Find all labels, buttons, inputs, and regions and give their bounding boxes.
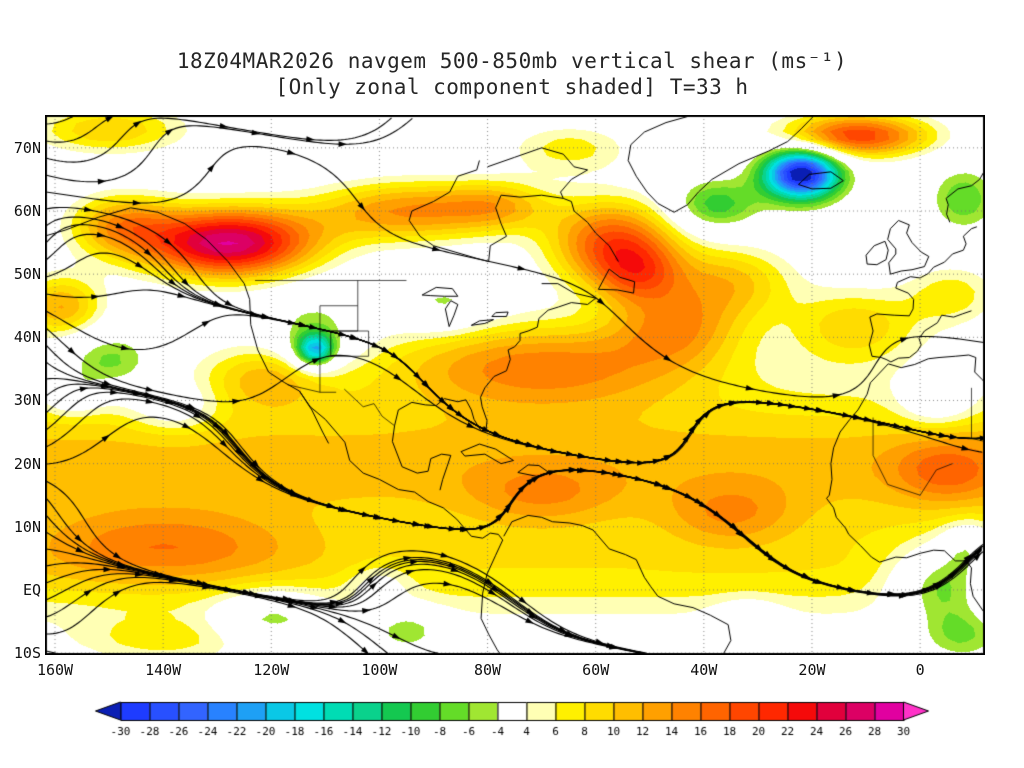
chart-title: 18Z04MAR2026 navgem 500-850mb vertical s… (176, 49, 848, 73)
lon-tick-label: 60W (582, 661, 610, 679)
lon-tick-label: 140W (145, 661, 182, 679)
lon-tick-label: 40W (690, 661, 718, 679)
lon-tick-label: 20W (798, 661, 826, 679)
lat-tick-label: 50N (13, 265, 41, 284)
lat-tick-label: 70N (13, 138, 41, 157)
lon-tick-label: 0 (915, 661, 925, 679)
title-block: 18Z04MAR2026 navgem 500-850mb vertical s… (0, 48, 1024, 100)
lon-tick-label: 120W (253, 661, 290, 679)
lon-tick-label: 100W (361, 661, 398, 679)
lat-tick-label: 30N (13, 391, 41, 410)
lat-tick-label: 60N (13, 202, 41, 220)
lat-tick-label: EQ (22, 580, 41, 599)
map-canvas (45, 115, 985, 655)
lon-tick-label: 80W (474, 661, 502, 679)
lon-tick-label: 160W (36, 661, 74, 679)
map-plot-area: 70N 60N 50N 40N 30N 20N 10N EQ 10S 160W 140W 120W 1… (14, 115, 985, 679)
lat-tick-label: 10N (13, 517, 41, 536)
chart-subtitle: [Only zonal component shaded] T=33 h (275, 75, 749, 99)
lat-tick-label: 20N (13, 454, 41, 473)
lat-tick-label: 40N (13, 328, 41, 347)
lat-tick-label: 10S (13, 644, 41, 663)
colorbar (82, 700, 942, 744)
